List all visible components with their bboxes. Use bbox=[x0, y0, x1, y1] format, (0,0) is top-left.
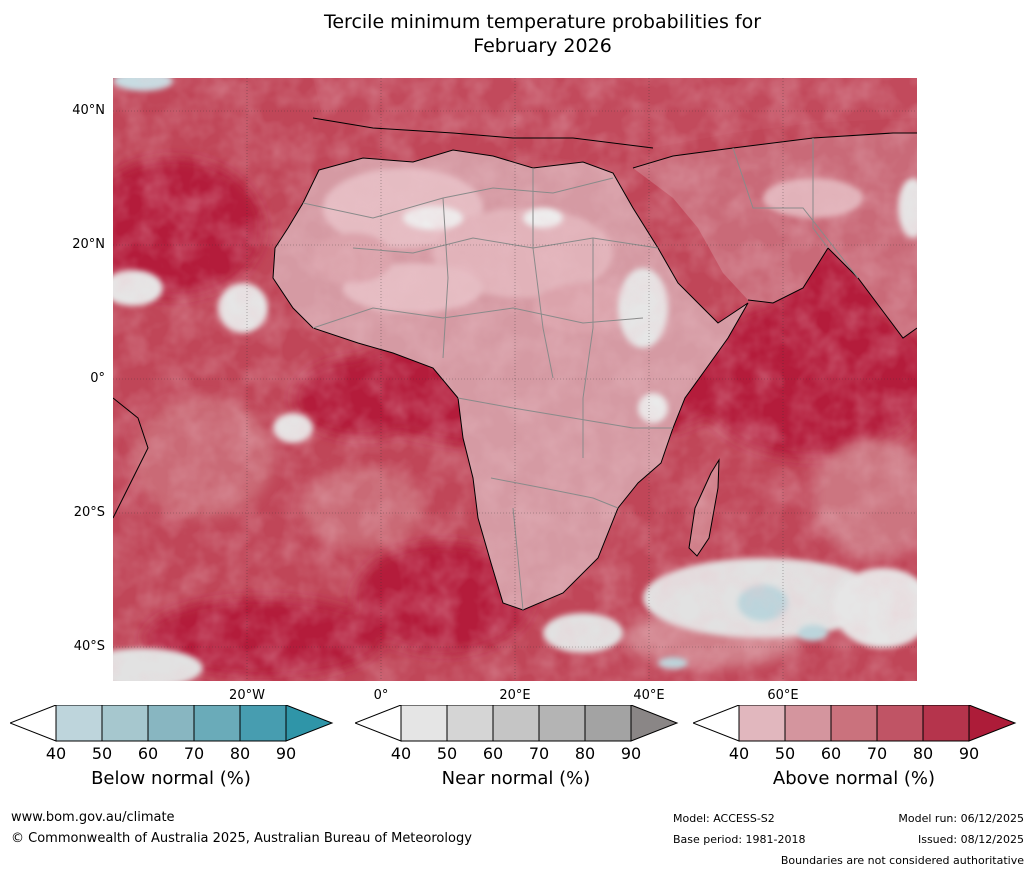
lon-label-20w: 20°W bbox=[229, 688, 265, 703]
model-run-date: Model run: 06/12/2025 bbox=[898, 812, 1024, 825]
tick-label: 50 bbox=[91, 744, 113, 763]
colorbar-below-segment bbox=[147, 705, 195, 742]
colorbar-near-segment bbox=[400, 705, 448, 742]
tick-label: 60 bbox=[820, 744, 842, 763]
colorbar-above-segment bbox=[968, 705, 1017, 742]
tick-label: 90 bbox=[620, 744, 642, 763]
tick-label: 80 bbox=[912, 744, 934, 763]
boundaries-disclaimer: Boundaries are not considered authoritat… bbox=[780, 854, 1024, 867]
tick-label: 70 bbox=[866, 744, 888, 763]
colorbar-above-segment bbox=[784, 705, 832, 742]
colorbar-above-normal bbox=[693, 705, 1017, 742]
tick-label: 60 bbox=[137, 744, 159, 763]
colorbar-below-segment bbox=[193, 705, 241, 742]
colorbar-above-segment bbox=[922, 705, 970, 742]
colorbar-above-segment bbox=[693, 705, 740, 742]
map-title-line2: February 2026 bbox=[473, 35, 612, 57]
tick-label: 80 bbox=[574, 744, 596, 763]
colorbar-near-segment bbox=[446, 705, 494, 742]
map-title-line1: Tercile minimum temperature probabilitie… bbox=[323, 11, 762, 33]
lon-label-40e: 40°E bbox=[633, 688, 665, 703]
issued-date: Issued: 08/12/2025 bbox=[917, 833, 1024, 846]
base-period: Base period: 1981-2018 bbox=[673, 833, 806, 846]
tick-label: 50 bbox=[774, 744, 796, 763]
lat-label-0: 0° bbox=[90, 371, 105, 386]
colorbar-below-normal bbox=[10, 705, 334, 742]
copyright-text: © Commonwealth of Australia 2025, Austra… bbox=[11, 831, 472, 846]
colorbar-above-segment bbox=[738, 705, 786, 742]
colorbar-below-title: Below normal (%) bbox=[91, 768, 251, 789]
graticule bbox=[113, 78, 917, 681]
tick-label: 40 bbox=[390, 744, 412, 763]
tick-label: 70 bbox=[528, 744, 550, 763]
tick-label: 70 bbox=[183, 744, 205, 763]
lon-label-20e: 20°E bbox=[499, 688, 531, 703]
colorbar-below-segment bbox=[10, 705, 57, 742]
texture-overlay bbox=[113, 78, 917, 681]
colorbar-near-segment bbox=[492, 705, 540, 742]
lat-label-20s: 20°S bbox=[73, 505, 105, 520]
colorbar-near-segment bbox=[538, 705, 586, 742]
tick-label: 40 bbox=[728, 744, 750, 763]
lat-label-20n: 20°N bbox=[72, 237, 105, 252]
country-borders bbox=[302, 138, 859, 611]
tick-label: 80 bbox=[229, 744, 251, 763]
colorbar-near-segment bbox=[630, 705, 679, 742]
map-title: Tercile minimum temperature probabilitie… bbox=[0, 10, 1035, 58]
lat-label-40n: 40°N bbox=[72, 103, 105, 118]
tick-label: 40 bbox=[45, 744, 67, 763]
tick-label: 50 bbox=[436, 744, 458, 763]
colorbar-near-title: Near normal (%) bbox=[441, 768, 591, 789]
colorbar-above-title: Above normal (%) bbox=[772, 768, 936, 789]
colorbar-near-segment bbox=[355, 705, 402, 742]
lat-label-40s: 40°S bbox=[73, 639, 105, 654]
lon-label-0: 0° bbox=[373, 688, 389, 703]
colorbar-below-segment bbox=[285, 705, 334, 742]
lon-label-60e: 60°E bbox=[767, 688, 799, 703]
probability-map bbox=[113, 78, 917, 681]
coastlines bbox=[113, 117, 917, 611]
colorbar-below-segment bbox=[55, 705, 103, 742]
website-link[interactable]: www.bom.gov.au/climate bbox=[11, 810, 175, 825]
colorbar-near-segment bbox=[584, 705, 632, 742]
tick-label: 90 bbox=[275, 744, 297, 763]
colorbar-near-normal bbox=[355, 705, 679, 742]
colorbar-above-segment bbox=[876, 705, 924, 742]
tick-label: 90 bbox=[958, 744, 980, 763]
colorbar-above-segment bbox=[830, 705, 878, 742]
tick-label: 60 bbox=[482, 744, 504, 763]
colorbar-below-segment bbox=[101, 705, 149, 742]
model-name: Model: ACCESS-S2 bbox=[673, 812, 775, 825]
colorbar-below-segment bbox=[239, 705, 287, 742]
map-svg bbox=[113, 78, 917, 681]
